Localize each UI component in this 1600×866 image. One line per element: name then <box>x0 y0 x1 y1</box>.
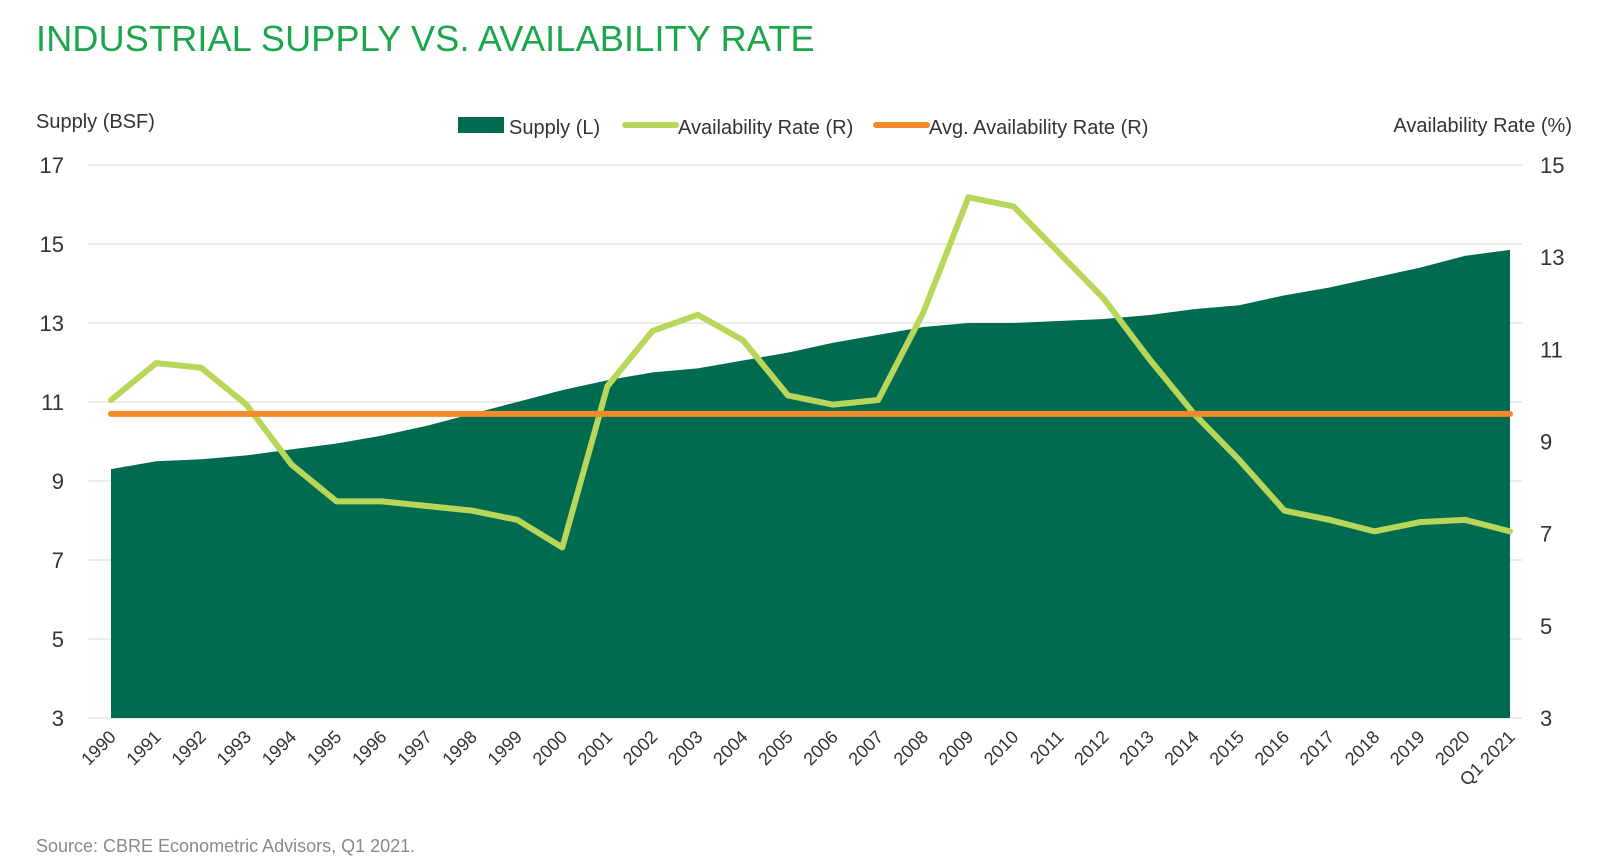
right-axis-ticks: 3 5 7 9 11 13 15 <box>1540 153 1564 731</box>
x-tick-label: 2005 <box>754 727 796 769</box>
x-tick-label: 2000 <box>529 727 571 769</box>
left-axis-title: Supply (BSF) <box>36 111 155 133</box>
x-tick-label: 2002 <box>619 727 661 769</box>
legend-label-avg-availability: Avg. Availability Rate (R) <box>929 117 1148 139</box>
right-tick-label: 11 <box>1540 337 1563 362</box>
left-tick-label: 9 <box>52 469 64 494</box>
x-tick-label: 2007 <box>845 727 887 769</box>
legend-label-supply: Supply (L) <box>509 117 600 139</box>
x-tick-label: 1993 <box>213 727 255 769</box>
right-tick-label: 15 <box>1540 153 1564 178</box>
x-tick-label: 2003 <box>664 727 706 769</box>
right-tick-label: 3 <box>1540 706 1552 731</box>
x-axis-ticks: 1990 1991 1992 1993 1994 1995 1996 1997 1998 1999… <box>77 727 1518 790</box>
x-tick-label: 2004 <box>709 727 751 769</box>
left-tick-label: 7 <box>52 548 64 573</box>
x-tick-label: 1998 <box>438 727 480 769</box>
right-tick-label: 5 <box>1540 614 1552 639</box>
left-tick-label: 17 <box>40 153 64 178</box>
left-tick-label: 15 <box>40 232 64 257</box>
availability-rate-line <box>108 194 1513 551</box>
x-tick-label: 2006 <box>799 727 841 769</box>
x-tick-label: 1991 <box>122 727 164 769</box>
x-tick-label: 2012 <box>1070 727 1112 769</box>
legend-label-availability: Availability Rate (R) <box>678 117 853 139</box>
legend: Supply (L) Availability Rate (R) Avg. Av… <box>458 117 1148 139</box>
source-note: Source: CBRE Econometric Advisors, Q1 20… <box>36 836 416 856</box>
chart-title: INDUSTRIAL SUPPLY VS. AVAILABILITY RATE <box>36 18 815 59</box>
right-tick-label: 7 <box>1540 522 1552 547</box>
left-tick-label: 11 <box>41 390 64 415</box>
x-tick-label: 2019 <box>1386 727 1428 769</box>
x-tick-label: 2001 <box>574 727 616 769</box>
left-tick-label: 13 <box>40 311 64 336</box>
x-tick-label: 2008 <box>890 727 932 769</box>
right-tick-label: 13 <box>1540 245 1564 270</box>
x-tick-label: 2013 <box>1115 727 1157 769</box>
x-tick-label: 2015 <box>1206 727 1248 769</box>
legend-swatch-supply <box>458 117 504 133</box>
x-tick-label: 2016 <box>1251 727 1293 769</box>
x-tick-label: 2009 <box>935 727 977 769</box>
x-tick-label: 2017 <box>1296 727 1338 769</box>
chart: 3 5 7 9 11 13 15 17 3 5 7 9 11 13 15 1990 1991 1992 1993… <box>36 111 1572 790</box>
right-axis-title: Availability Rate (%) <box>1393 115 1572 137</box>
x-tick-label: 1997 <box>393 727 435 769</box>
supply-area <box>111 249 1510 719</box>
x-tick-label: 1994 <box>258 727 300 769</box>
x-tick-label: 1995 <box>303 727 345 769</box>
x-tick-label: 2011 <box>1026 727 1068 769</box>
left-axis-ticks: 3 5 7 9 11 13 15 17 <box>40 153 64 731</box>
x-tick-label: 2014 <box>1160 727 1202 769</box>
left-tick-label: 5 <box>52 627 64 652</box>
x-tick-label: 1992 <box>168 727 210 769</box>
x-tick-label: 1990 <box>77 727 119 769</box>
x-tick-label: 1996 <box>348 727 390 769</box>
x-tick-label: 2010 <box>980 727 1022 769</box>
x-tick-label: 2018 <box>1341 727 1383 769</box>
x-tick-label: 1999 <box>484 727 526 769</box>
lines-layer <box>108 194 1513 551</box>
left-tick-label: 3 <box>52 706 64 731</box>
right-tick-label: 9 <box>1540 430 1552 455</box>
supply-area-layer <box>111 249 1510 719</box>
